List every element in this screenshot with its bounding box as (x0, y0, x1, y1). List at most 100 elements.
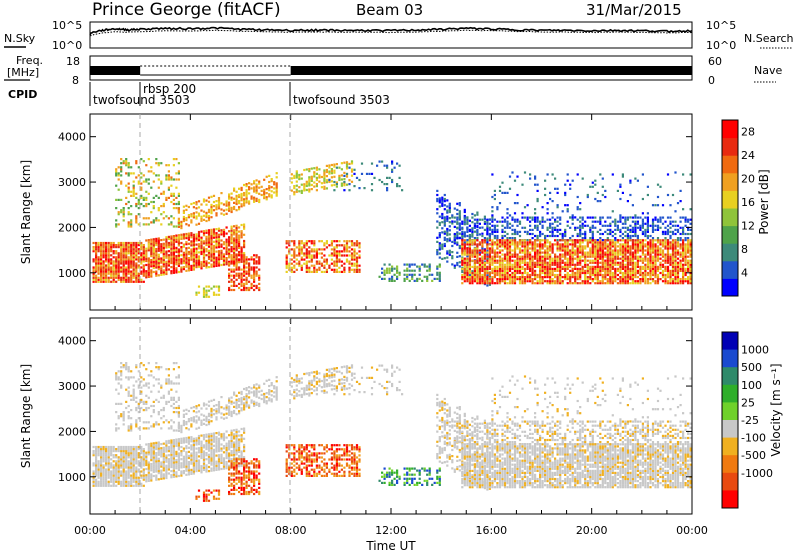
power-cell (476, 224, 479, 227)
power-cell (270, 190, 273, 193)
power-cell (619, 243, 622, 246)
power-cell (295, 188, 298, 191)
power-cell (666, 273, 670, 277)
power-cell (476, 249, 479, 252)
power-cell (629, 282, 632, 285)
power-cell (496, 259, 499, 262)
power-cell (501, 263, 504, 266)
power-cell (531, 273, 534, 277)
power-cell (516, 193, 519, 197)
power-cell (145, 198, 148, 201)
power-cell (416, 279, 419, 282)
power-cell (438, 197, 441, 200)
power-cell (639, 228, 642, 231)
power-cell (521, 282, 524, 285)
power-cell (551, 280, 554, 283)
power-cell (140, 252, 143, 255)
power-cell (541, 245, 544, 248)
power-cell (631, 282, 634, 285)
power-cell (355, 256, 359, 259)
power-cell (217, 239, 221, 243)
power-cell (92, 270, 95, 273)
power-cell (659, 249, 662, 252)
power-cell (388, 271, 391, 274)
power-cell (493, 276, 496, 279)
power-cell (488, 273, 491, 277)
power-cell (639, 269, 642, 272)
power-cell (436, 193, 439, 197)
power-cell (240, 268, 243, 271)
power-cell (228, 262, 231, 265)
power-cell (95, 268, 98, 271)
power-cell (235, 194, 238, 197)
power-cell (534, 273, 537, 277)
power-cell (591, 224, 594, 227)
power-cell (656, 249, 660, 252)
power-cell (661, 241, 665, 244)
power-cell (298, 190, 301, 193)
power-cell (137, 241, 140, 245)
power-cell (448, 204, 451, 207)
power-cell (328, 172, 331, 175)
power-cell (594, 220, 597, 223)
power-cell (656, 267, 660, 270)
power-cell (135, 262, 138, 265)
power-cell (217, 287, 221, 290)
power-cell (521, 251, 524, 254)
power-cell (584, 232, 587, 236)
power-cell (235, 258, 238, 261)
power-cell (190, 254, 193, 257)
power-cell (117, 223, 120, 226)
power-cell (621, 173, 624, 176)
power-cell (185, 261, 188, 264)
power-cell (140, 256, 143, 259)
power-cell (611, 280, 614, 283)
power-cell (330, 254, 333, 257)
power-cell (258, 180, 261, 183)
power-cell (534, 282, 537, 285)
power-cell (230, 268, 233, 271)
power-cell (641, 224, 644, 227)
power-cell (551, 267, 554, 270)
power-cell (137, 276, 140, 279)
power-cell (586, 243, 589, 246)
power-cell (275, 194, 278, 197)
power-cell (619, 253, 622, 256)
power-cell (235, 202, 238, 206)
power-cell (564, 247, 567, 250)
power-cell (155, 256, 158, 259)
power-cell (496, 269, 499, 272)
power-cell (516, 175, 519, 178)
power-cell (293, 240, 296, 243)
power-cell (338, 260, 341, 263)
power-cell (506, 276, 509, 279)
power-cell (619, 257, 622, 260)
power-cell (682, 273, 685, 277)
power-cell (551, 243, 554, 246)
power-cell (220, 239, 223, 242)
power-cell (92, 246, 95, 249)
power-cell (436, 249, 439, 252)
power-cell (589, 269, 592, 272)
power-cell (220, 243, 223, 246)
power-cell (230, 196, 233, 199)
power-cell (233, 264, 236, 267)
power-cell (305, 180, 308, 183)
power-cell (406, 267, 409, 270)
power-cell (569, 253, 572, 256)
power-cell (523, 245, 527, 248)
power-cell (554, 228, 557, 231)
power-cell (215, 244, 218, 247)
power-cell (616, 269, 619, 272)
power-cell (300, 246, 303, 249)
power-cell (554, 263, 557, 266)
power-cell (511, 263, 514, 266)
power-cell (233, 288, 236, 292)
power-cell (503, 276, 507, 279)
power-cell (501, 276, 504, 279)
power-cell (235, 264, 238, 267)
power-cell (539, 249, 542, 252)
cpid-program-3: twofsound 3503 (293, 93, 390, 107)
power-cell (576, 273, 579, 277)
power-cell (536, 218, 539, 221)
